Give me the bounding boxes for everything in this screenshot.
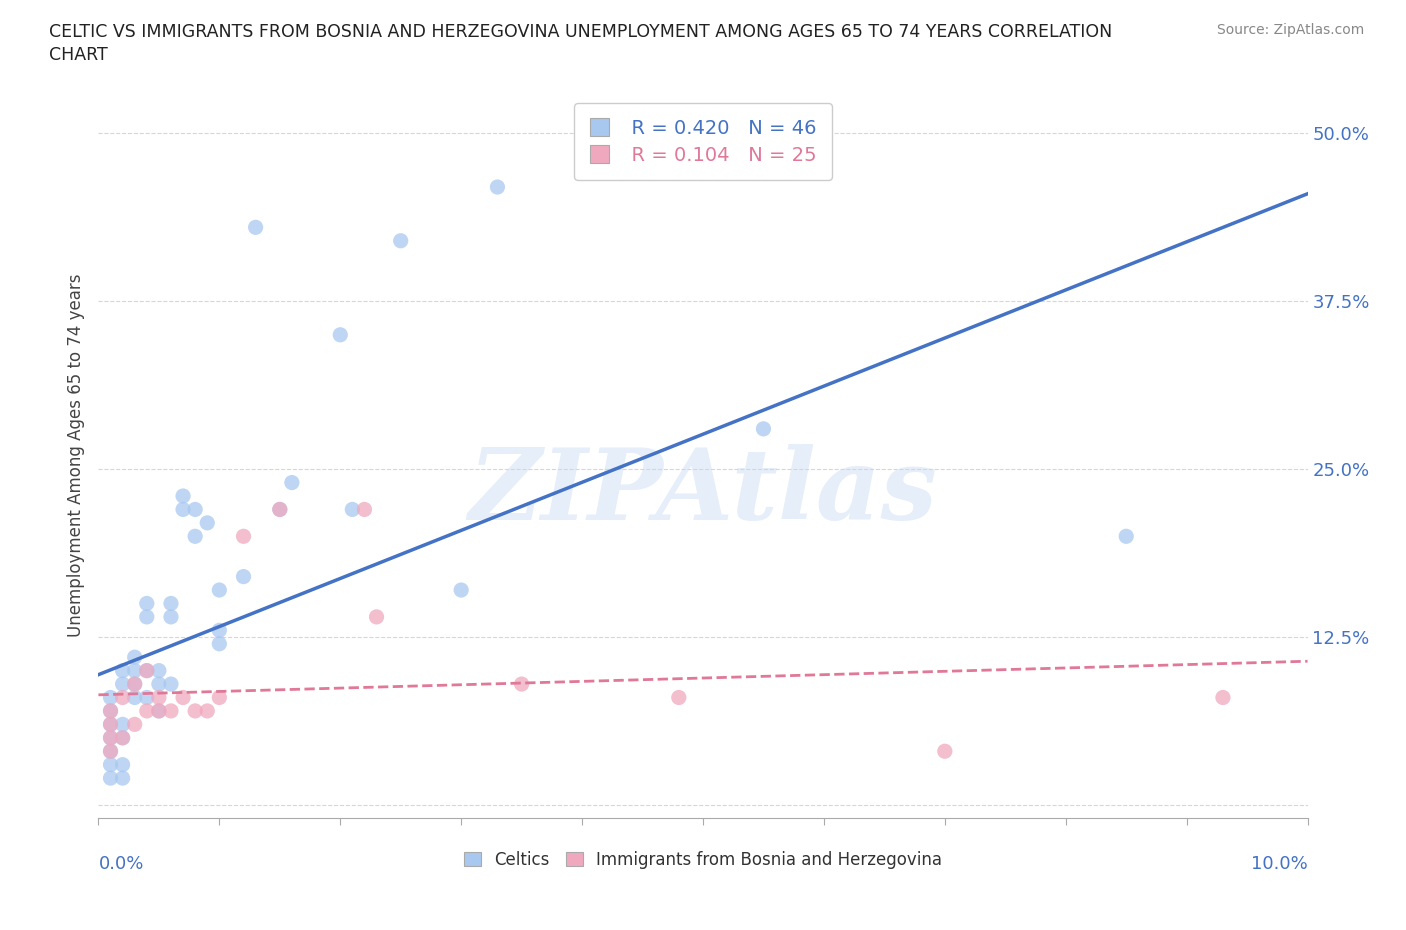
Point bbox=[148, 690, 170, 705]
Point bbox=[124, 650, 146, 665]
Point bbox=[100, 744, 122, 759]
Point bbox=[389, 233, 412, 248]
Text: CELTIC VS IMMIGRANTS FROM BOSNIA AND HERZEGOVINA UNEMPLOYMENT AMONG AGES 65 TO 7: CELTIC VS IMMIGRANTS FROM BOSNIA AND HER… bbox=[49, 23, 1112, 41]
Text: 0.0%: 0.0% bbox=[98, 855, 143, 872]
Point bbox=[486, 179, 509, 194]
Point bbox=[111, 690, 134, 705]
Point bbox=[111, 663, 134, 678]
Point bbox=[172, 502, 194, 517]
Point bbox=[100, 703, 122, 718]
Point bbox=[111, 717, 134, 732]
Point bbox=[195, 703, 218, 718]
Point bbox=[124, 690, 146, 705]
Text: CHART: CHART bbox=[49, 46, 108, 64]
Point bbox=[111, 730, 134, 745]
Point bbox=[160, 609, 183, 624]
Point bbox=[100, 730, 122, 745]
Legend: Celtics, Immigrants from Bosnia and Herzegovina: Celtics, Immigrants from Bosnia and Herz… bbox=[457, 844, 949, 875]
Point bbox=[172, 488, 194, 503]
Point bbox=[934, 744, 956, 759]
Point bbox=[100, 717, 122, 732]
Point bbox=[124, 677, 146, 692]
Point bbox=[450, 582, 472, 597]
Point bbox=[160, 703, 183, 718]
Point bbox=[111, 730, 134, 745]
Point bbox=[100, 744, 122, 759]
Point bbox=[160, 596, 183, 611]
Point bbox=[148, 703, 170, 718]
Point bbox=[135, 703, 157, 718]
Point bbox=[100, 703, 122, 718]
Point bbox=[232, 569, 254, 584]
Point bbox=[232, 529, 254, 544]
Point bbox=[342, 502, 364, 517]
Point bbox=[510, 677, 533, 692]
Point bbox=[135, 663, 157, 678]
Point bbox=[184, 529, 207, 544]
Point bbox=[100, 690, 122, 705]
Point bbox=[1212, 690, 1234, 705]
Text: 10.0%: 10.0% bbox=[1251, 855, 1308, 872]
Point bbox=[100, 717, 122, 732]
Point bbox=[208, 636, 231, 651]
Point bbox=[111, 677, 134, 692]
Point bbox=[269, 502, 291, 517]
Text: ZIPAtlas: ZIPAtlas bbox=[468, 444, 938, 540]
Point bbox=[195, 515, 218, 530]
Point bbox=[269, 502, 291, 517]
Point bbox=[135, 690, 157, 705]
Point bbox=[148, 663, 170, 678]
Point bbox=[100, 757, 122, 772]
Point bbox=[668, 690, 690, 705]
Point bbox=[172, 690, 194, 705]
Point bbox=[184, 502, 207, 517]
Point bbox=[135, 663, 157, 678]
Point bbox=[208, 623, 231, 638]
Point bbox=[135, 596, 157, 611]
Point bbox=[208, 582, 231, 597]
Point bbox=[111, 757, 134, 772]
Point bbox=[752, 421, 775, 436]
Point bbox=[1115, 529, 1137, 544]
Point bbox=[208, 690, 231, 705]
Point bbox=[281, 475, 304, 490]
Point bbox=[148, 677, 170, 692]
Point bbox=[124, 663, 146, 678]
Point bbox=[353, 502, 375, 517]
Point bbox=[148, 703, 170, 718]
Point bbox=[100, 730, 122, 745]
Point bbox=[184, 703, 207, 718]
Point bbox=[135, 609, 157, 624]
Point bbox=[329, 327, 352, 342]
Point bbox=[366, 609, 388, 624]
Point bbox=[160, 677, 183, 692]
Point bbox=[100, 771, 122, 786]
Point bbox=[124, 717, 146, 732]
Text: Source: ZipAtlas.com: Source: ZipAtlas.com bbox=[1216, 23, 1364, 37]
Point bbox=[111, 771, 134, 786]
Point bbox=[245, 219, 267, 234]
Point bbox=[124, 677, 146, 692]
Y-axis label: Unemployment Among Ages 65 to 74 years: Unemployment Among Ages 65 to 74 years bbox=[66, 274, 84, 637]
